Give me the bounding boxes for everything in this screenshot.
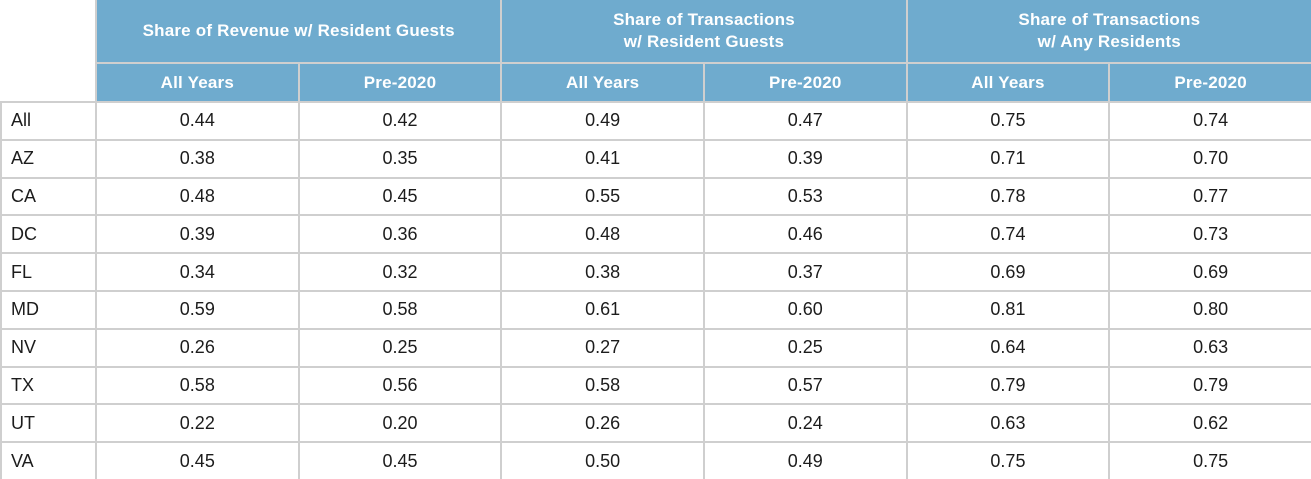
value-cell: 0.63 <box>1108 327 1311 366</box>
value-cell: 0.38 <box>500 252 703 290</box>
value-cell: 0.25 <box>297 327 501 366</box>
corner-cell <box>0 0 95 101</box>
table-row: All 0.44 0.42 0.49 0.47 0.75 0.74 <box>0 101 1311 139</box>
row-label: VA <box>0 441 95 479</box>
row-label: TX <box>0 365 95 404</box>
value-cell: 0.80 <box>1108 289 1311 328</box>
value-cell: 0.63 <box>905 403 1109 442</box>
value-cell: 0.48 <box>500 214 703 253</box>
table-row: DC 0.39 0.36 0.48 0.46 0.74 0.73 <box>0 214 1311 253</box>
value-cell: 0.49 <box>500 101 703 139</box>
value-cell: 0.59 <box>95 289 298 328</box>
value-cell: 0.38 <box>95 138 298 177</box>
value-cell: 0.49 <box>702 441 906 479</box>
table-row: CA 0.48 0.45 0.55 0.53 0.78 0.77 <box>0 176 1311 215</box>
value-cell: 0.56 <box>297 365 501 404</box>
value-cell: 0.79 <box>1108 365 1311 404</box>
value-cell: 0.78 <box>905 176 1109 215</box>
group-header-transactions-resident-guests: Share of Transactions w/ Resident Guests <box>500 0 906 62</box>
value-cell: 0.58 <box>297 289 501 328</box>
value-cell: 0.35 <box>297 138 501 177</box>
row-label: NV <box>0 327 95 366</box>
value-cell: 0.39 <box>702 138 906 177</box>
value-cell: 0.74 <box>1108 101 1311 139</box>
value-cell: 0.75 <box>905 441 1109 479</box>
row-label: CA <box>0 176 95 215</box>
value-cell: 0.47 <box>702 101 906 139</box>
table-header: Share of Revenue w/ Resident Guests Shar… <box>0 0 1311 101</box>
value-cell: 0.26 <box>500 403 703 442</box>
subheader-all-years: All Years <box>905 62 1109 101</box>
value-cell: 0.64 <box>905 327 1109 366</box>
row-label: FL <box>0 252 95 290</box>
value-cell: 0.27 <box>500 327 703 366</box>
value-cell: 0.32 <box>297 252 501 290</box>
value-cell: 0.50 <box>500 441 703 479</box>
subheader-pre-2020: Pre-2020 <box>702 62 906 101</box>
value-cell: 0.48 <box>95 176 298 215</box>
value-cell: 0.58 <box>95 365 298 404</box>
value-cell: 0.77 <box>1108 176 1311 215</box>
subheader-pre-2020: Pre-2020 <box>297 62 501 101</box>
row-label: MD <box>0 289 95 328</box>
value-cell: 0.45 <box>297 441 501 479</box>
value-cell: 0.75 <box>1108 441 1311 479</box>
value-cell: 0.69 <box>905 252 1109 290</box>
table-row: VA 0.45 0.45 0.50 0.49 0.75 0.75 <box>0 441 1311 479</box>
value-cell: 0.60 <box>702 289 906 328</box>
value-cell: 0.39 <box>95 214 298 253</box>
value-cell: 0.22 <box>95 403 298 442</box>
row-label: DC <box>0 214 95 253</box>
table-row: MD 0.59 0.58 0.61 0.60 0.81 0.80 <box>0 289 1311 328</box>
sub-header-row: All Years Pre-2020 All Years Pre-2020 Al… <box>0 62 1311 101</box>
value-cell: 0.62 <box>1108 403 1311 442</box>
table-row: TX 0.58 0.56 0.58 0.57 0.79 0.79 <box>0 365 1311 404</box>
subheader-all-years: All Years <box>500 62 703 101</box>
value-cell: 0.73 <box>1108 214 1311 253</box>
value-cell: 0.81 <box>905 289 1109 328</box>
value-cell: 0.25 <box>702 327 906 366</box>
table-row: FL 0.34 0.32 0.38 0.37 0.69 0.69 <box>0 252 1311 290</box>
value-cell: 0.45 <box>95 441 298 479</box>
group-header-transactions-any-residents: Share of Transactions w/ Any Residents <box>905 0 1311 62</box>
value-cell: 0.74 <box>905 214 1109 253</box>
group-header-revenue-resident-guests: Share of Revenue w/ Resident Guests <box>95 0 501 62</box>
value-cell: 0.57 <box>702 365 906 404</box>
value-cell: 0.20 <box>297 403 501 442</box>
table-body: All 0.44 0.42 0.49 0.47 0.75 0.74 AZ 0.38 0.35 0.4… <box>0 101 1311 479</box>
value-cell: 0.26 <box>95 327 298 366</box>
table-row: NV 0.26 0.25 0.27 0.25 0.64 0.63 <box>0 327 1311 366</box>
row-label: UT <box>0 403 95 442</box>
value-cell: 0.24 <box>702 403 906 442</box>
subheader-all-years: All Years <box>95 62 298 101</box>
value-cell: 0.53 <box>702 176 906 215</box>
value-cell: 0.75 <box>905 101 1109 139</box>
value-cell: 0.55 <box>500 176 703 215</box>
value-cell: 0.79 <box>905 365 1109 404</box>
group-header-row: Share of Revenue w/ Resident Guests Shar… <box>0 0 1311 101</box>
subheader-pre-2020: Pre-2020 <box>1108 62 1311 101</box>
row-label: AZ <box>0 138 95 177</box>
value-cell: 0.70 <box>1108 138 1311 177</box>
value-cell: 0.36 <box>297 214 501 253</box>
value-cell: 0.46 <box>702 214 906 253</box>
value-cell: 0.37 <box>702 252 906 290</box>
value-cell: 0.71 <box>905 138 1109 177</box>
value-cell: 0.61 <box>500 289 703 328</box>
value-cell: 0.34 <box>95 252 298 290</box>
row-label: All <box>0 101 95 139</box>
value-cell: 0.45 <box>297 176 501 215</box>
value-cell: 0.69 <box>1108 252 1311 290</box>
value-cell: 0.58 <box>500 365 703 404</box>
value-cell: 0.41 <box>500 138 703 177</box>
value-cell: 0.42 <box>297 101 501 139</box>
table-row: UT 0.22 0.20 0.26 0.24 0.63 0.62 <box>0 403 1311 442</box>
table-row: AZ 0.38 0.35 0.41 0.39 0.71 0.70 <box>0 138 1311 177</box>
value-cell: 0.44 <box>95 101 298 139</box>
